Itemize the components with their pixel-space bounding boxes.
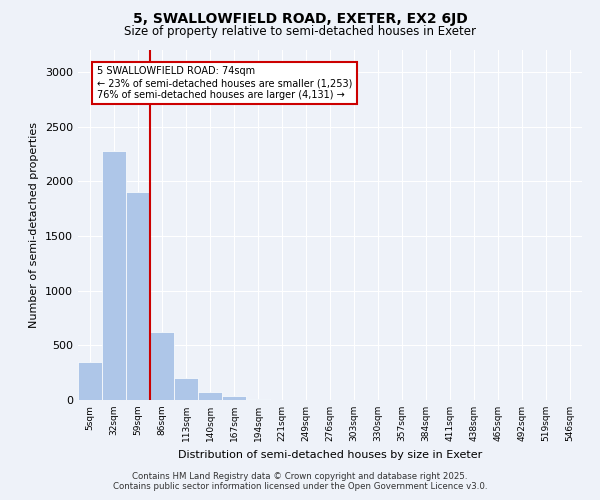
Bar (174, 378, 198, 400)
Text: 5 SWALLOWFIELD ROAD: 74sqm
← 23% of semi-detached houses are smaller (1,253)
76%: 5 SWALLOWFIELD ROAD: 74sqm ← 23% of semi… (97, 66, 353, 100)
Bar (222, 396, 246, 400)
Text: Size of property relative to semi-detached houses in Exeter: Size of property relative to semi-detach… (124, 25, 476, 38)
Bar (198, 392, 222, 400)
Bar (150, 332, 174, 400)
Text: Contains HM Land Registry data © Crown copyright and database right 2025.
Contai: Contains HM Land Registry data © Crown c… (113, 472, 487, 491)
Y-axis label: Number of semi-detached properties: Number of semi-detached properties (29, 122, 40, 328)
Bar (102, 150, 126, 400)
Text: 5, SWALLOWFIELD ROAD, EXETER, EX2 6JD: 5, SWALLOWFIELD ROAD, EXETER, EX2 6JD (133, 12, 467, 26)
X-axis label: Distribution of semi-detached houses by size in Exeter: Distribution of semi-detached houses by … (178, 450, 482, 460)
Bar (126, 192, 150, 400)
Bar (78, 362, 102, 400)
